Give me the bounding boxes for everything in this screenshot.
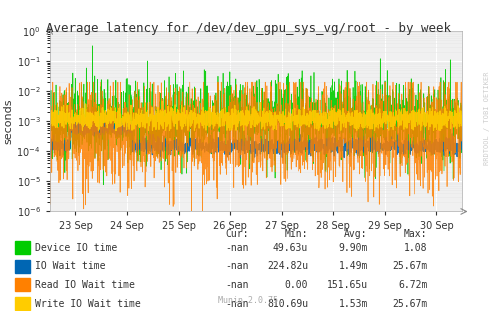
Bar [15, 297, 30, 310]
Text: 224.82u: 224.82u [267, 261, 308, 271]
Text: Read IO Wait time: Read IO Wait time [35, 280, 135, 290]
Text: 1.49m: 1.49m [338, 261, 368, 271]
Bar [15, 278, 30, 291]
Text: -nan: -nan [225, 243, 248, 253]
Text: -nan: -nan [225, 280, 248, 290]
Text: 9.90m: 9.90m [338, 243, 368, 253]
Text: Average latency for /dev/dev_gpu_sys_vg/root - by week: Average latency for /dev/dev_gpu_sys_vg/… [46, 22, 451, 35]
Y-axis label: seconds: seconds [3, 99, 14, 144]
Text: Min:: Min: [285, 229, 308, 239]
Bar [15, 260, 30, 273]
Text: 151.65u: 151.65u [327, 280, 368, 290]
Text: 0.00: 0.00 [285, 280, 308, 290]
Text: Avg:: Avg: [344, 229, 368, 239]
Bar [15, 241, 30, 254]
Text: -nan: -nan [225, 261, 248, 271]
Text: Max:: Max: [404, 229, 427, 239]
Text: 810.69u: 810.69u [267, 299, 308, 309]
Text: Munin 2.0.75: Munin 2.0.75 [219, 296, 278, 305]
Text: 1.08: 1.08 [404, 243, 427, 253]
Text: 25.67m: 25.67m [392, 299, 427, 309]
Text: Cur:: Cur: [225, 229, 248, 239]
Text: RRDTOOL / TOBI OETIKER: RRDTOOL / TOBI OETIKER [484, 72, 490, 165]
Text: -nan: -nan [225, 299, 248, 309]
Text: 25.67m: 25.67m [392, 261, 427, 271]
Text: IO Wait time: IO Wait time [35, 261, 105, 271]
Text: 49.63u: 49.63u [273, 243, 308, 253]
Text: 1.53m: 1.53m [338, 299, 368, 309]
Text: Device IO time: Device IO time [35, 243, 117, 253]
Text: 6.72m: 6.72m [398, 280, 427, 290]
Text: Write IO Wait time: Write IO Wait time [35, 299, 141, 309]
